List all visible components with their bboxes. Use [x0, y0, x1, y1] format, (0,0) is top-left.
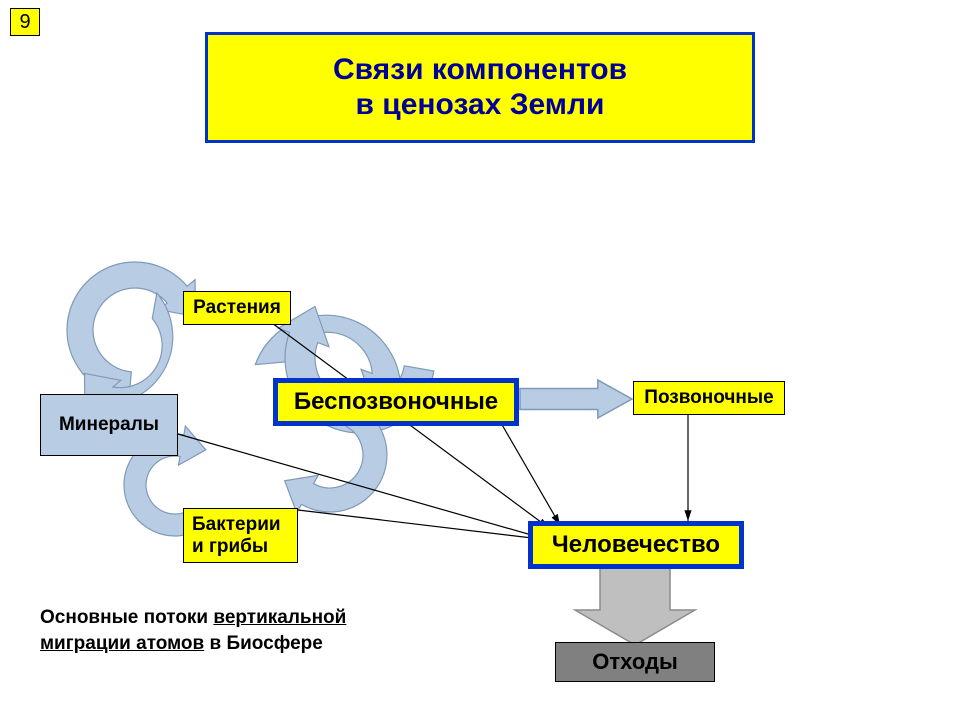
node-waste-label: Отходы [592, 649, 677, 674]
node-waste: Отходы [555, 642, 715, 682]
title-line-1: Связи компонентов [333, 53, 627, 86]
caption-suffix: в Биосфере [204, 633, 323, 654]
node-minerals-label: Минералы [59, 414, 159, 436]
cycle-arrow-minerals-plants-1 [67, 262, 196, 398]
node-minerals: Минералы [40, 394, 178, 456]
node-bacteria-line2: и грибы [192, 536, 268, 557]
node-plants: Растения [183, 291, 291, 325]
cycle-arrow-minerals-plants-2 [84, 293, 172, 410]
node-bacteria-line1: Бактерии [192, 514, 281, 535]
caption-prefix: Основные потоки [40, 607, 213, 628]
title-box: Связи компонентов в ценозах Земли [205, 32, 755, 143]
slide-number-badge: 9 [10, 8, 40, 36]
node-bacteria-fungi: Бактерии и грибы [183, 508, 298, 563]
node-invertebrates-label: Беспозвоночные [294, 388, 498, 416]
node-humanity-label: Человечество [552, 531, 720, 559]
node-invertebrates: Беспозвоночные [273, 378, 519, 426]
caption-text: Основные потоки вертикальной миграции ат… [40, 605, 420, 656]
node-humanity: Человечество [528, 521, 744, 569]
title-line-2: в ценозах Земли [356, 88, 605, 121]
caption-under1: вертикальной [213, 607, 346, 628]
node-plants-label: Растения [193, 297, 281, 319]
node-vertebrates: Позвоночные [633, 381, 785, 415]
caption-under2: миграции атомов [40, 633, 204, 654]
node-vertebrates-label: Позвоночные [644, 387, 773, 409]
